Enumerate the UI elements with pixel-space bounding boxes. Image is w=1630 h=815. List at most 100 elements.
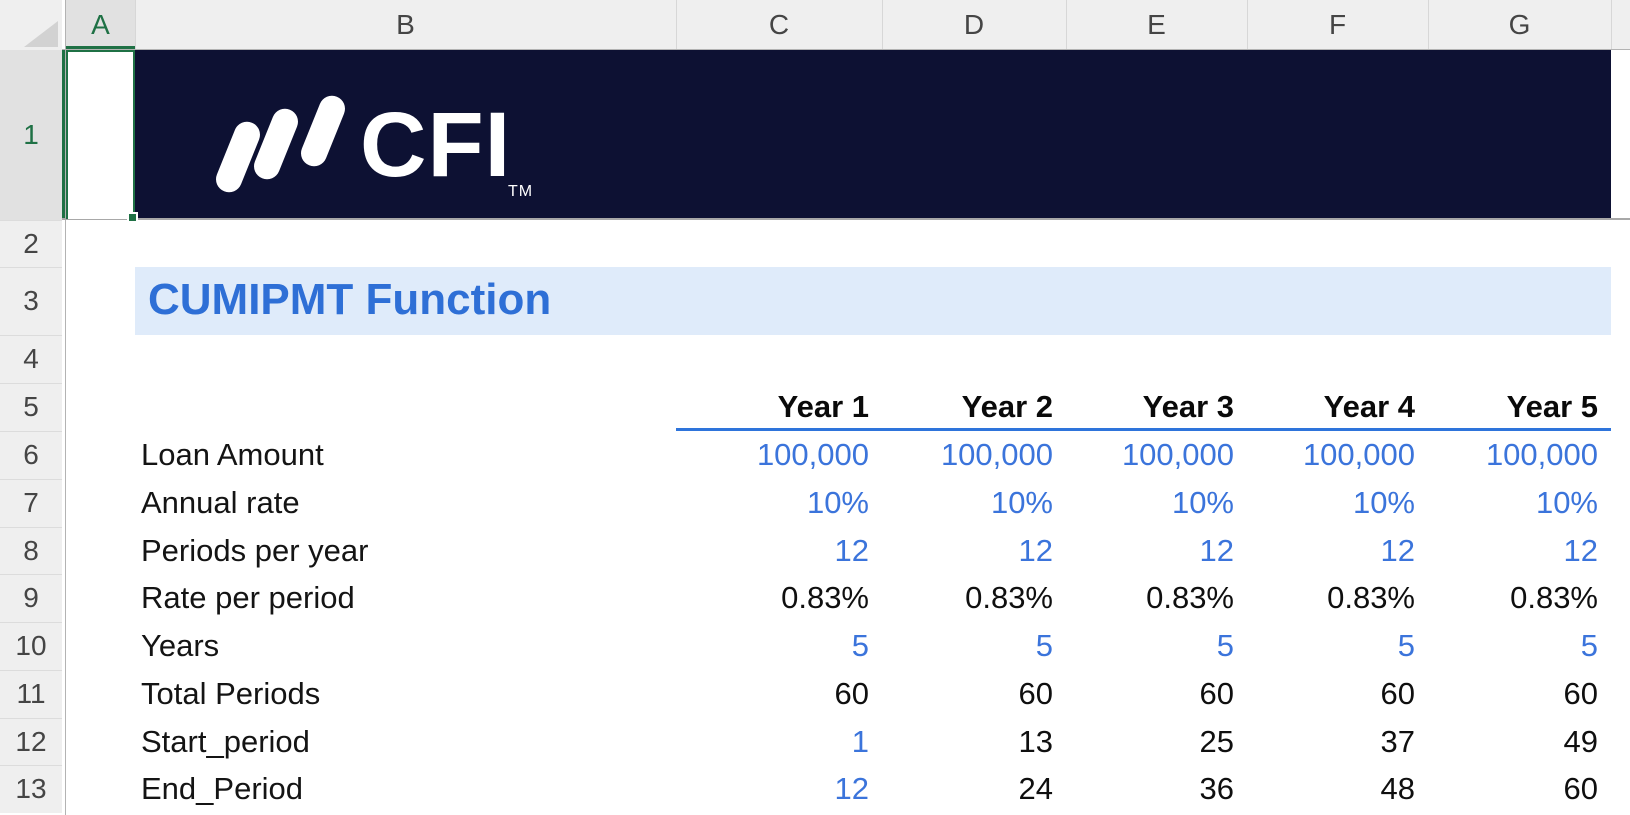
row-header-6[interactable]: 6 (0, 431, 62, 479)
page-title: CUMIPMT Function (148, 275, 552, 324)
table-cell-value[interactable]: 5 (1035, 628, 1053, 663)
table-cell-value[interactable]: 1 (851, 724, 869, 759)
table-cell-value[interactable]: 60 (1380, 676, 1415, 711)
table-row-label[interactable]: Total Periods (141, 676, 321, 711)
column-header-separator (676, 0, 677, 50)
table-cell-value[interactable]: 100,000 (1485, 437, 1598, 472)
table-cell-value[interactable]: 10% (1171, 485, 1234, 520)
banner-cell[interactable]: CFI TM (135, 50, 1611, 219)
table-cell-value[interactable]: 10% (990, 485, 1053, 520)
column-header-separator (1428, 0, 1429, 50)
table-cell-value[interactable]: 60 (834, 676, 869, 711)
table-cell-value[interactable]: 12 (1199, 533, 1234, 568)
column-header-partial[interactable] (1611, 0, 1630, 50)
row-header-13[interactable]: 13 (0, 765, 62, 813)
row-header-5[interactable]: 5 (0, 383, 62, 431)
table-cell-value[interactable]: 49 (1563, 724, 1598, 759)
row-header-7[interactable]: 7 (0, 479, 62, 527)
table-row-label[interactable]: Rate per period (141, 580, 355, 615)
table-cell-value[interactable]: 0.83% (1327, 580, 1415, 615)
select-all-button[interactable] (0, 0, 62, 50)
table-cell-value[interactable]: 12 (834, 771, 869, 806)
table-row-label[interactable]: Annual rate (141, 485, 300, 520)
table-year-header[interactable]: Year 3 (1142, 389, 1234, 424)
selected-cell-a1[interactable] (66, 50, 135, 219)
table-cell-value[interactable]: 5 (1216, 628, 1234, 663)
row-header-separator (0, 479, 62, 480)
table-cell-value[interactable]: 0.83% (1146, 580, 1234, 615)
row-header-9[interactable]: 9 (0, 574, 62, 622)
row-header-1[interactable]: 1 (0, 50, 62, 220)
table-cell-value[interactable]: 0.83% (781, 580, 869, 615)
row-header-8[interactable]: 8 (0, 527, 62, 574)
row-header-3[interactable]: 3 (0, 267, 62, 335)
table-cell-value[interactable]: 48 (1380, 771, 1415, 806)
fill-handle[interactable] (127, 212, 138, 223)
row-header-separator (0, 267, 62, 268)
column-header-D[interactable]: D (882, 0, 1066, 50)
table-cell-value[interactable]: 37 (1380, 724, 1415, 759)
table-cell-value[interactable]: 25 (1199, 724, 1234, 759)
column-header-A[interactable]: A (66, 0, 135, 50)
table-cell-value[interactable]: 12 (1018, 533, 1053, 568)
table-cell-value[interactable]: 100,000 (756, 437, 869, 472)
table-cell-value[interactable]: 0.83% (965, 580, 1053, 615)
table-year-header[interactable]: Year 2 (961, 389, 1053, 424)
column-header-separator (1247, 0, 1248, 50)
column-header-separator (882, 0, 883, 50)
table-header-underline (676, 428, 1611, 431)
table-cell-value[interactable]: 10% (1535, 485, 1598, 520)
row-header-separator (0, 670, 62, 671)
column-header-C[interactable]: C (676, 0, 882, 50)
row-header-separator (0, 574, 62, 575)
table-cell-value[interactable]: 10% (1352, 485, 1415, 520)
table-cell-value[interactable]: 5 (1397, 628, 1415, 663)
table-row-label[interactable]: Start_period (141, 724, 310, 759)
selected-column-indicator (66, 46, 135, 50)
row-header-separator (0, 431, 62, 432)
row-header-12[interactable]: 12 (0, 718, 62, 765)
column-header-G[interactable]: G (1428, 0, 1611, 50)
table-row-label[interactable]: Loan Amount (141, 437, 324, 472)
table-cell-value[interactable]: 12 (1563, 533, 1598, 568)
table-cell-value[interactable]: 60 (1563, 676, 1598, 711)
row-header-4[interactable]: 4 (0, 335, 62, 383)
row-header-separator (0, 527, 62, 528)
table-row-label[interactable]: Years (141, 628, 220, 663)
table-cell-value[interactable]: 60 (1018, 676, 1053, 711)
column-header-E[interactable]: E (1066, 0, 1247, 50)
table-cell-value[interactable]: 24 (1018, 771, 1053, 806)
column-header-separator (1066, 0, 1067, 50)
table-year-header[interactable]: Year 5 (1506, 389, 1598, 424)
table-cell-value[interactable]: 100,000 (940, 437, 1053, 472)
table-cell-value[interactable]: 36 (1199, 771, 1234, 806)
row-header-separator (0, 622, 62, 623)
table-cell-value[interactable]: 100,000 (1302, 437, 1415, 472)
row-header-11[interactable]: 11 (0, 670, 62, 718)
cfi-logo: CFI TM (170, 75, 590, 205)
column-header-separator (135, 0, 136, 50)
table-row-label[interactable]: Periods per year (141, 533, 369, 568)
table-cell-value[interactable]: 13 (1018, 724, 1053, 759)
title-cell[interactable]: CUMIPMT Function (135, 267, 1611, 335)
logo-slash-bar-icon (297, 91, 349, 171)
column-header-F[interactable]: F (1247, 0, 1428, 50)
table-cell-value[interactable]: 100,000 (1121, 437, 1234, 472)
table-row-label[interactable]: End_Period (141, 771, 304, 806)
row1-bottom-gridline (62, 218, 1630, 220)
table-cell-value[interactable]: 0.83% (1510, 580, 1598, 615)
table-cell-value[interactable]: 5 (851, 628, 869, 663)
table-cell-value[interactable]: 12 (834, 533, 869, 568)
select-all-triangle-icon (24, 21, 58, 47)
trademark-text: TM (508, 183, 534, 200)
table-year-header[interactable]: Year 1 (777, 389, 869, 424)
table-cell-value[interactable]: 12 (1380, 533, 1415, 568)
table-cell-value[interactable]: 60 (1563, 771, 1598, 806)
table-cell-value[interactable]: 10% (806, 485, 869, 520)
row-header-10[interactable]: 10 (0, 622, 62, 670)
table-year-header[interactable]: Year 4 (1323, 389, 1415, 424)
table-cell-value[interactable]: 60 (1199, 676, 1234, 711)
row-header-2[interactable]: 2 (0, 220, 62, 267)
table-cell-value[interactable]: 5 (1580, 628, 1598, 663)
column-header-B[interactable]: B (135, 0, 676, 50)
